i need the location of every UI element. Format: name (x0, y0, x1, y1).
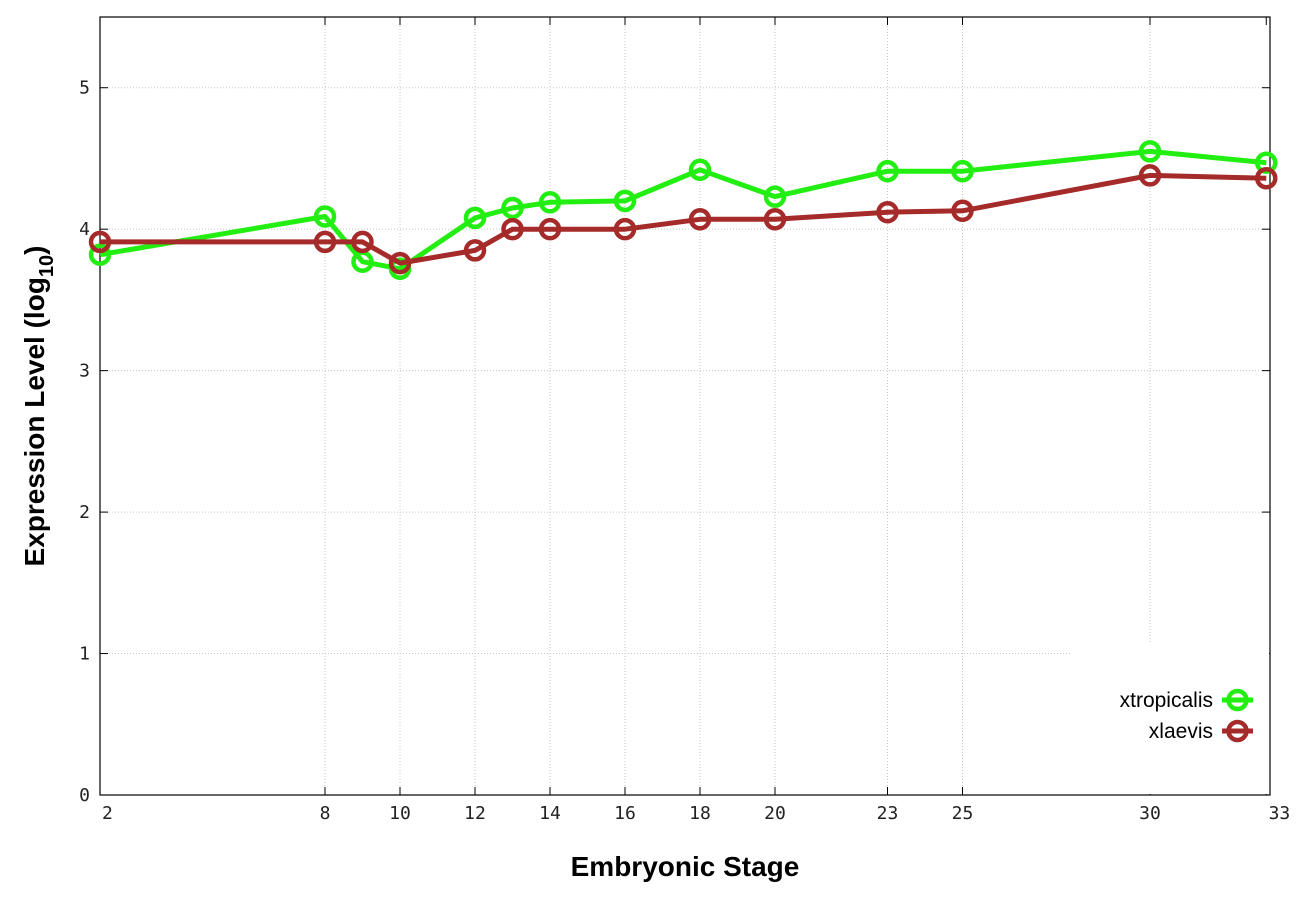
x-axis-tick-labels: 2 8 10 12 14 16 18 20 23 25 30 33 (102, 803, 1290, 824)
data-point-xlaevis-stage-16 (613, 217, 637, 241)
x-tick-label: 25 (952, 803, 974, 824)
data-point-xlaevis-stage-8 (313, 230, 337, 254)
legend-label: xlaevis (1149, 720, 1213, 743)
data-point-xlaevis-stage-30 (1138, 164, 1162, 187)
plot-frame (99, 16, 1271, 796)
data-point-xtropicalis-stage-23 (876, 159, 899, 183)
data-point-xlaevis-stage-10 (388, 251, 412, 275)
y-tick-label: 0 (79, 785, 90, 806)
x-tick-label: 18 (689, 803, 711, 824)
data-point-xtropicalis-stage-33 (1255, 151, 1278, 174)
data-point-xlaevis-stage-25 (951, 199, 974, 223)
grid (100, 17, 1270, 795)
x-axis-title: Embryonic Stage (571, 851, 800, 882)
x-tick-label: 30 (1139, 803, 1161, 824)
y-tick-label: 1 (79, 644, 90, 665)
y-tick-label: 2 (79, 502, 90, 523)
y-axis-title-close: ) (19, 246, 50, 255)
data-point-xlaevis-stage-12 (463, 239, 487, 262)
data-point-xlaevis-stage-20 (763, 208, 787, 231)
y-tick-label: 3 (79, 361, 90, 382)
legend-marker-swatch (1226, 719, 1249, 743)
data-point-xlaevis-stage-9 (351, 230, 374, 254)
data-point-xtropicalis-stage-12 (463, 206, 487, 230)
legend-entry-xtropicalis: xtropicalis (1120, 688, 1253, 712)
x-tick-label: 33 (1269, 803, 1291, 824)
data-point-xlaevis-stage-2 (88, 230, 112, 254)
legend-box (1072, 643, 1269, 794)
series-line-xlaevis (100, 172, 1267, 266)
series-xlaevis (88, 164, 1278, 275)
data-point-xtropicalis-stage-25 (951, 159, 974, 183)
legend: xtropicalis xlaevis (1120, 688, 1253, 743)
data-point-xtropicalis-stage-2 (88, 243, 112, 266)
legend-marker-swatch (1226, 688, 1249, 712)
data-point-xlaevis-stage-33 (1255, 167, 1278, 190)
series-xtropicalis (88, 140, 1278, 281)
y-axis-title: Expression Level (log10) (19, 246, 58, 567)
data-point-xtropicalis-stage-30 (1138, 140, 1162, 163)
x-tick-label: 2 (102, 803, 113, 824)
y-axis-title-subscript: 10 (36, 255, 58, 277)
data-point-xtropicalis-stage-18 (688, 158, 712, 182)
x-tick-label: 8 (320, 803, 331, 824)
data-series (88, 140, 1278, 281)
y-axis-tick-labels: 0 1 2 3 4 5 (79, 78, 90, 806)
data-point-xtropicalis-stage-20 (763, 185, 787, 208)
data-point-xlaevis-stage-13 (501, 217, 524, 241)
data-point-xtropicalis-stage-13 (501, 196, 524, 220)
data-point-xtropicalis-stage-14 (538, 191, 562, 214)
data-point-xlaevis-stage-18 (688, 208, 712, 231)
data-point-xtropicalis-stage-16 (613, 189, 637, 213)
x-tick-label: 16 (614, 803, 636, 824)
series-line-xtropicalis (99, 148, 1267, 272)
legend-label: xtropicalis (1120, 689, 1213, 712)
data-point-xtropicalis-stage-8 (313, 205, 337, 228)
legend-background (1072, 643, 1269, 794)
x-tick-label: 12 (464, 803, 486, 824)
y-axis-title-main: Expression Level (log (19, 277, 50, 566)
data-point-xlaevis-stage-23 (876, 200, 899, 224)
x-tick-label: 23 (877, 803, 899, 824)
x-tick-label: 20 (764, 803, 786, 824)
y-tick-label: 4 (79, 219, 90, 240)
x-tick-label: 14 (539, 803, 561, 824)
x-tick-label: 10 (389, 803, 411, 824)
data-point-xlaevis-stage-14 (538, 217, 562, 241)
legend-entry-xlaevis: xlaevis (1149, 719, 1253, 743)
y-tick-label: 5 (79, 78, 90, 99)
